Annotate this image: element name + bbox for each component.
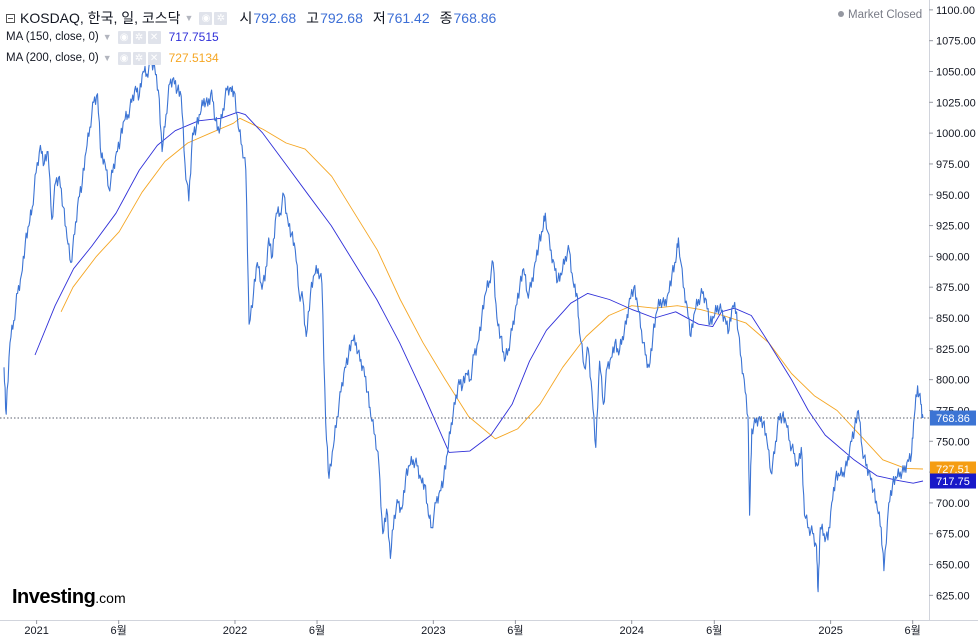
- investing-logo: Investing.com: [12, 586, 126, 609]
- close-value: 768.86: [453, 10, 497, 26]
- chevron-down-icon[interactable]: ▼: [102, 53, 112, 63]
- y-tick-label: 1075.00: [936, 36, 976, 48]
- gear-icon[interactable]: ✲: [214, 11, 228, 25]
- indicator-value: 717.7515: [168, 30, 219, 44]
- x-tick-label: 6월: [111, 624, 127, 637]
- x-tick-label: 6월: [309, 624, 325, 637]
- market-status: Market Closed: [838, 9, 922, 21]
- price-label-ma150: 717.75: [930, 473, 976, 489]
- low-value: 761.42: [386, 10, 430, 26]
- close-label: 종: [439, 10, 453, 26]
- y-tick-label: 1025.00: [936, 97, 976, 109]
- market-status-text: Market Closed: [848, 9, 923, 21]
- price-label-box: [930, 410, 976, 426]
- series-line-ma150: [34, 111, 924, 484]
- y-tick-label: 1050.00: [936, 66, 976, 78]
- x-tick-label: 6월: [905, 624, 921, 637]
- chart-legend: KOSDAQ, 한국, 일, 코스닥 ▼ ◉ ✲ 시 792.68 고 792.…: [0, 0, 930, 70]
- logo-suffix: .com: [95, 590, 126, 606]
- indicator-row-ma200: MA (200, close, 0) ▼ ◉ ✲ ✕ 727.5134: [6, 50, 219, 66]
- y-tick-label: 825.00: [936, 344, 970, 356]
- price-label-box: [930, 461, 976, 477]
- price-axis[interactable]: 625.00650.00675.00700.00725.00750.00775.…: [929, 5, 976, 602]
- symbol-title: KOSDAQ, 한국, 일, 코스닥: [20, 10, 181, 26]
- y-tick-label: 875.00: [936, 282, 970, 294]
- eye-icon[interactable]: ◉: [199, 11, 213, 25]
- y-tick-label: 800.00: [936, 375, 970, 387]
- y-tick-label: 850.00: [936, 313, 970, 325]
- y-tick-label: 925.00: [936, 221, 970, 233]
- open-value: 792.68: [253, 10, 297, 26]
- indicator-row-ma150: MA (150, close, 0) ▼ ◉ ✲ ✕ 717.7515: [6, 29, 219, 45]
- y-tick-label: 950.00: [936, 190, 970, 202]
- indicator-value: 727.5134: [168, 51, 219, 65]
- gear-icon[interactable]: ✲: [132, 30, 146, 44]
- y-tick-label: 675.00: [936, 529, 970, 541]
- series-layer: [3, 57, 924, 593]
- open-label: 시: [239, 10, 253, 26]
- x-tick-label: 2025: [818, 625, 842, 637]
- collapse-icon[interactable]: [6, 13, 15, 23]
- x-tick-label: 2023: [421, 625, 445, 637]
- gear-icon[interactable]: ✲: [132, 51, 146, 65]
- eye-icon[interactable]: ◉: [117, 51, 131, 65]
- y-tick-label: 625.00: [936, 590, 970, 602]
- symbol-row: KOSDAQ, 한국, 일, 코스닥 ▼ ◉ ✲ 시 792.68 고 792.…: [6, 8, 496, 28]
- x-tick-label: 6월: [706, 624, 722, 637]
- series-line-ma200: [60, 117, 924, 470]
- chevron-down-icon[interactable]: ▼: [102, 32, 112, 42]
- y-tick-label: 975.00: [936, 159, 970, 171]
- price-label-text: 768.86: [936, 413, 970, 425]
- series-line-price: [3, 57, 924, 593]
- high-value: 792.68: [320, 10, 363, 26]
- y-tick-label: 1100.00: [936, 5, 975, 17]
- logo-text: Investing: [12, 586, 96, 608]
- status-dot-icon: [838, 11, 844, 17]
- x-tick-label: 2022: [223, 625, 247, 637]
- x-tick-label: 2024: [619, 625, 643, 637]
- indicator-label: MA (200, close, 0): [6, 52, 99, 64]
- price-label-text: 717.75: [936, 476, 970, 488]
- y-tick-label: 900.00: [936, 251, 970, 263]
- x-tick-label: 2021: [24, 625, 48, 637]
- close-icon[interactable]: ✕: [147, 51, 161, 65]
- high-label: 고: [306, 10, 320, 26]
- x-tick-label: 6월: [507, 624, 523, 637]
- price-label-box: [930, 473, 976, 489]
- y-tick-label: 700.00: [936, 498, 970, 510]
- price-label-price: 768.86: [930, 410, 976, 426]
- y-tick-label: 650.00: [936, 560, 970, 572]
- y-tick-label: 1000.00: [936, 128, 976, 140]
- indicator-label: MA (150, close, 0): [6, 31, 99, 43]
- y-tick-label: 750.00: [936, 436, 970, 448]
- time-axis[interactable]: 2021 6월 2022 6월 2023 6월 2024 6월 2025 6월: [24, 620, 921, 637]
- price-label-text: 727.51: [936, 464, 970, 476]
- low-label: 저: [372, 10, 386, 26]
- chevron-down-icon[interactable]: ▼: [184, 13, 194, 23]
- price-label-ma200: 727.51: [930, 461, 976, 477]
- close-icon[interactable]: ✕: [147, 30, 161, 44]
- eye-icon[interactable]: ◉: [117, 30, 131, 44]
